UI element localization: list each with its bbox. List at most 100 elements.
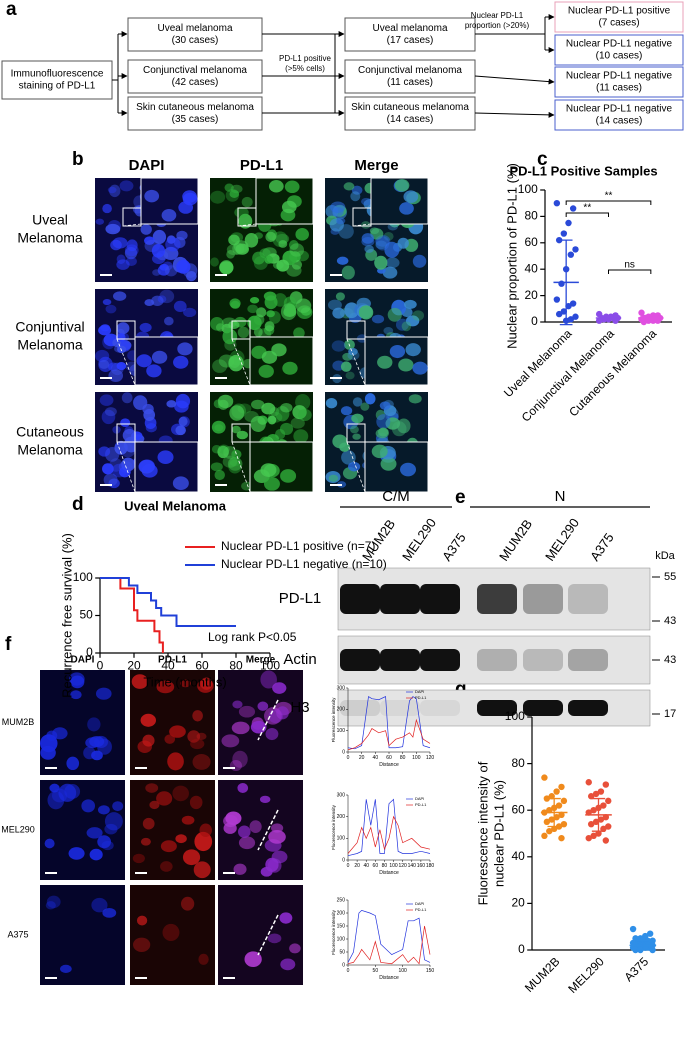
- y-tick-label: 200: [337, 910, 346, 916]
- flow-text: Immunofluorescence: [11, 69, 104, 80]
- cell: [295, 227, 309, 241]
- inset-line: [237, 223, 257, 227]
- inset-box: [346, 423, 366, 443]
- y-tick-label: 80: [524, 209, 538, 223]
- cell: [151, 243, 166, 258]
- cell: [95, 218, 105, 225]
- cell: [257, 701, 269, 711]
- cell: [259, 795, 271, 804]
- cell: [176, 230, 188, 241]
- sd-bar: [644, 314, 658, 322]
- data-point: [558, 280, 565, 287]
- cell: [97, 805, 110, 815]
- x-tick-label: 40: [373, 755, 379, 761]
- data-point: [612, 317, 619, 324]
- cell: [199, 823, 212, 838]
- flow-text: (35 cases): [172, 114, 219, 125]
- cell: [182, 190, 197, 203]
- data-point: [543, 818, 551, 826]
- flow-text: Conjunctival melanoma: [143, 65, 247, 76]
- data-point: [553, 200, 561, 207]
- row-label: Cutaneous: [16, 424, 84, 440]
- cell: [290, 417, 305, 429]
- cell: [250, 415, 266, 432]
- cell: [87, 717, 101, 732]
- cell: [151, 295, 164, 307]
- cell: [238, 836, 256, 850]
- cell: [244, 951, 262, 968]
- cell: [210, 257, 219, 267]
- cell: [49, 783, 60, 793]
- cell: [105, 223, 121, 235]
- cell: [113, 291, 127, 301]
- cell: [175, 425, 186, 436]
- cell: [187, 730, 201, 743]
- data-point: [560, 797, 568, 805]
- cell: [340, 406, 353, 416]
- annotation: Log rank P<0.05: [208, 630, 297, 644]
- inset-box: [122, 207, 142, 227]
- data-point: [565, 302, 572, 310]
- x-tick-label: 50: [373, 968, 379, 974]
- x-axis-label: Distance: [379, 975, 399, 981]
- data-point: [605, 823, 612, 830]
- cell: [186, 271, 197, 282]
- y-axis-label: Fluorescence intensity: [331, 909, 336, 955]
- y-tick-label: 20: [511, 896, 525, 910]
- cell: [69, 672, 85, 686]
- significance-bracket: [565, 200, 652, 205]
- cell: [234, 206, 249, 218]
- cell: [116, 361, 127, 371]
- y-tick-label: 150: [337, 923, 346, 929]
- row-label: Melanoma: [17, 442, 83, 458]
- series-line: [347, 925, 431, 965]
- cell: [280, 303, 297, 321]
- cell: [68, 847, 85, 860]
- sd-bar: [591, 797, 606, 832]
- band: [568, 649, 608, 671]
- cell: [165, 237, 181, 252]
- panel-label: b: [72, 149, 84, 170]
- cell: [100, 324, 111, 332]
- data-point: [587, 793, 595, 800]
- group-label: C/M: [382, 488, 410, 505]
- x-tick-label: 100: [398, 968, 407, 974]
- cell: [102, 298, 112, 306]
- cell: [173, 300, 187, 313]
- cell: [360, 402, 370, 411]
- y-tick-label: 100: [337, 728, 346, 734]
- cell: [251, 399, 265, 410]
- series-line: [347, 815, 431, 854]
- cell: [140, 713, 157, 727]
- cell: [45, 901, 56, 910]
- cell: [192, 753, 211, 770]
- data-point: [555, 236, 563, 244]
- cell: [280, 402, 293, 413]
- cell: [332, 434, 348, 449]
- cell: [140, 837, 151, 846]
- marker-label: 55: [664, 571, 676, 583]
- micrograph: [40, 670, 125, 775]
- lane-label: MUM2B: [496, 517, 535, 564]
- panel-label: f: [5, 634, 12, 655]
- cell: [111, 463, 127, 478]
- data-point: [585, 834, 592, 842]
- x-tick-label: 120: [398, 863, 407, 869]
- inset-line: [116, 441, 136, 493]
- y-axis-label: Fluorescence intensity of: [475, 761, 490, 905]
- row-label: Uveal: [32, 212, 68, 228]
- cell: [190, 738, 205, 750]
- data-point: [638, 309, 645, 316]
- cell: [282, 361, 298, 375]
- x-axis-label: Distance: [379, 762, 399, 768]
- inset-box: [116, 320, 136, 340]
- cell: [237, 783, 249, 793]
- band: [568, 700, 608, 716]
- cell: [289, 943, 301, 954]
- cell: [241, 196, 253, 208]
- cell: [180, 679, 191, 688]
- column-header: PD-L1: [158, 655, 187, 666]
- cell: [139, 322, 152, 333]
- x-tick-label: 60: [373, 863, 379, 869]
- cell: [144, 236, 155, 245]
